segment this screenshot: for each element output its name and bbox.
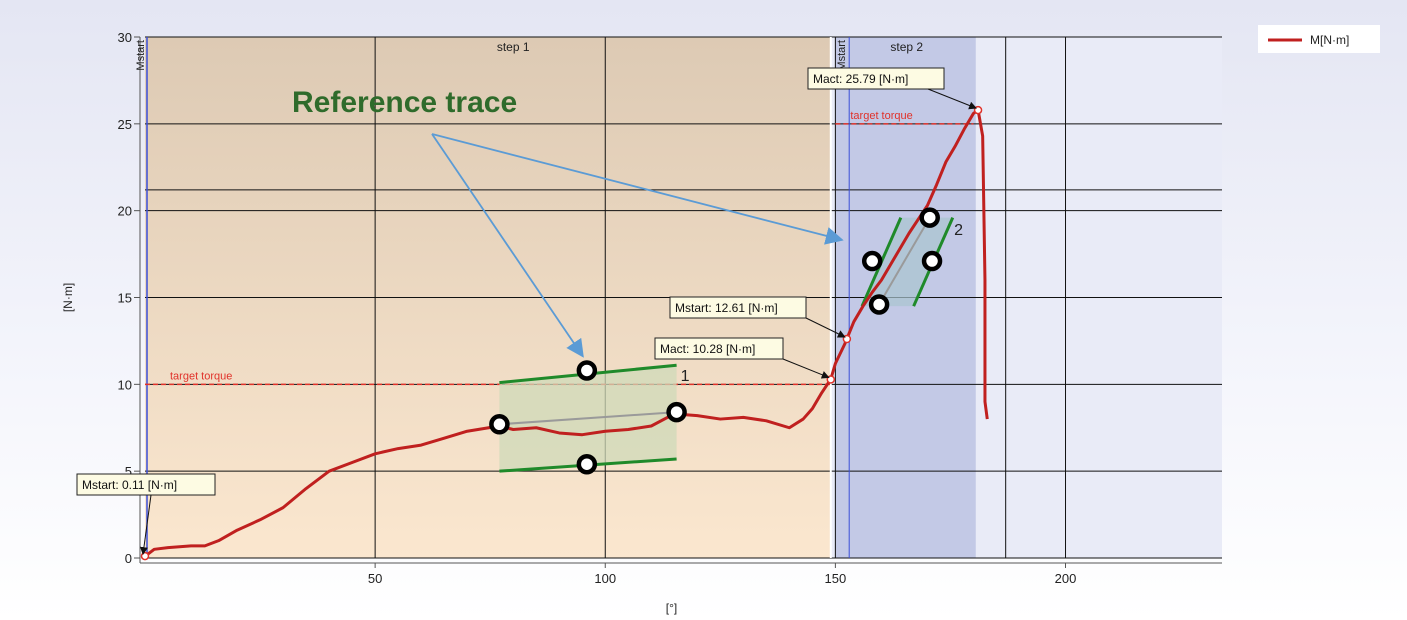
window-2-area (863, 217, 953, 307)
x-axis-title: [°] (666, 601, 677, 615)
callout-pointer (927, 88, 977, 110)
axes: 0 5 10 15 20 25 30 50 100 150 200 [°] [N·m] (61, 30, 1222, 615)
callout-box (807, 67, 945, 90)
y-tick-label: 30 (118, 30, 132, 45)
window-1-handle[interactable] (666, 401, 687, 423)
y-tick-label: 0 (125, 551, 132, 566)
x-tick-label: 200 (1055, 571, 1077, 586)
y-axis-title: [N·m] (61, 283, 75, 312)
callout-text: Mact: 10.28 [N·m] (660, 342, 755, 356)
x-tick-label: 50 (368, 571, 382, 586)
callout-box (76, 473, 216, 496)
callout: Mact: 10.28 [N·m] (654, 337, 830, 379)
y-tick-label: 10 (118, 377, 132, 392)
y-tick-label: 25 (118, 117, 132, 132)
x-tick-label: 150 (825, 571, 847, 586)
y-tick-label: 15 (118, 291, 132, 306)
callout-text: Mstart: 12.61 [N·m] (675, 301, 778, 315)
annotation-arrow (431, 133, 844, 245)
window-2-label: 2 (954, 222, 963, 239)
callout-box (669, 296, 807, 319)
step-2-label: step 2 (890, 40, 923, 54)
legend: M[N·m] (1258, 25, 1380, 53)
window-2-handle[interactable] (921, 250, 943, 272)
window-handles[interactable] (489, 207, 943, 475)
callout-pointer (805, 317, 846, 338)
step-1-mstart-label: Mstart (135, 40, 147, 71)
step-2-mstart-label: Mstart (836, 40, 848, 71)
window-1-handle[interactable] (576, 453, 598, 475)
poi-marker (140, 551, 150, 561)
labels: step 1 step 2 Mstart Mstart Mstart: 0.11 [N·… (76, 25, 1380, 556)
annotation-arrow (431, 133, 584, 358)
legend-label: M[N·m] (1310, 33, 1349, 47)
window-2-handle[interactable] (919, 207, 940, 228)
window-2-handle[interactable] (868, 294, 890, 315)
window-1-midline (499, 411, 677, 426)
y-tick-label: 5 (125, 464, 132, 479)
window-1-handle[interactable] (576, 360, 598, 381)
y-tick-label: 20 (118, 204, 132, 219)
callout-text: Mact: 25.79 [N·m] (813, 72, 908, 86)
step-1-label: step 1 (497, 40, 530, 54)
callout-text: Mstart: 0.11 [N·m] (82, 478, 177, 492)
x-tick-label: 100 (594, 571, 616, 586)
callout-box (654, 337, 784, 360)
callout-pointer (782, 358, 830, 379)
callout: Mstart: 0.11 [N·m] (76, 473, 216, 556)
target-torque-label: target torque (850, 110, 912, 122)
window-2-handle[interactable] (861, 250, 883, 272)
callout-pointer (139, 494, 152, 556)
tolerance-windows: 12 (499, 217, 963, 473)
target-torque-label: target torque (170, 370, 232, 382)
reference-trace-annotation: Reference trace (292, 86, 517, 119)
series-layer (140, 105, 989, 561)
callout: Mstart: 12.61 [N·m] (669, 296, 846, 338)
window-1-handle[interactable] (489, 414, 510, 435)
callout: Mact: 25.79 [N·m] (807, 67, 977, 110)
window-2-midline (878, 217, 931, 305)
series-line-torque (144, 108, 989, 558)
window-1-label: 1 (681, 368, 690, 385)
